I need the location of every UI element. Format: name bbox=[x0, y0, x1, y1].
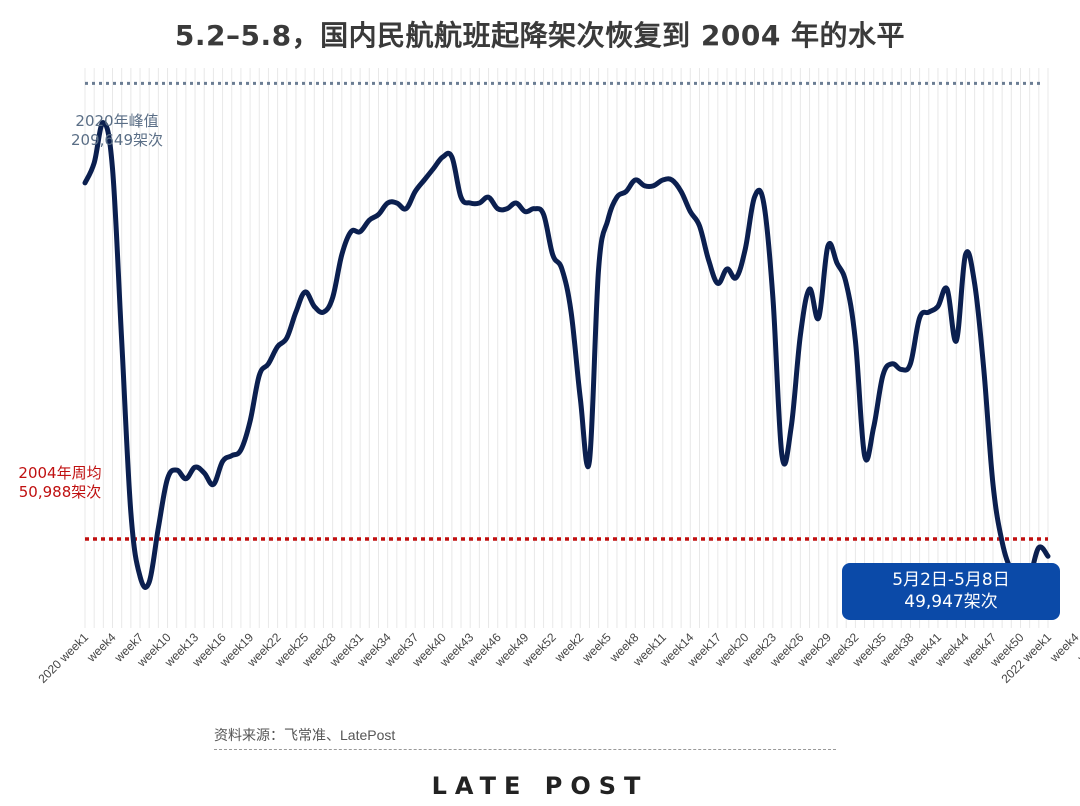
callout-line1: 5月2日-5月8日 bbox=[892, 570, 1010, 590]
x-tick-label: week5 bbox=[579, 630, 614, 665]
x-tick-label: 2020 week1 bbox=[35, 630, 91, 686]
brand-logo: LATE POST bbox=[431, 772, 649, 800]
peak-annotation-line1: 2020年峰值 bbox=[75, 112, 159, 130]
series-line bbox=[82, 120, 1051, 590]
x-tick-label: week4 bbox=[84, 630, 119, 665]
grid-lines bbox=[84, 68, 1049, 628]
avg2004-annotation: 2004年周均 50,988架次 bbox=[0, 464, 120, 502]
chart-title: 5.2–5.8，国内民航航班起降架次恢复到 2004 年的水平 bbox=[174, 19, 906, 52]
x-tick-label: week2 bbox=[551, 630, 586, 665]
avg2004-annotation-line1: 2004年周均 bbox=[18, 464, 102, 482]
peak-annotation: 2020年峰值 209,649架次 bbox=[42, 112, 192, 150]
callout-line2: 49,947架次 bbox=[904, 592, 998, 612]
source-divider bbox=[214, 749, 836, 750]
peak-annotation-line2: 209,649架次 bbox=[70, 131, 164, 149]
current-week-callout: 5月2日-5月8日 49,947架次 bbox=[842, 563, 1060, 620]
x-tick-label: week4 bbox=[1047, 630, 1080, 665]
x-axis-ticks: 2020 week1week4week7week10week13week16we… bbox=[35, 630, 1080, 686]
avg2004-annotation-line2: 50,988架次 bbox=[18, 483, 102, 501]
source-note: 资料来源：飞常准、LatePost bbox=[214, 727, 396, 743]
